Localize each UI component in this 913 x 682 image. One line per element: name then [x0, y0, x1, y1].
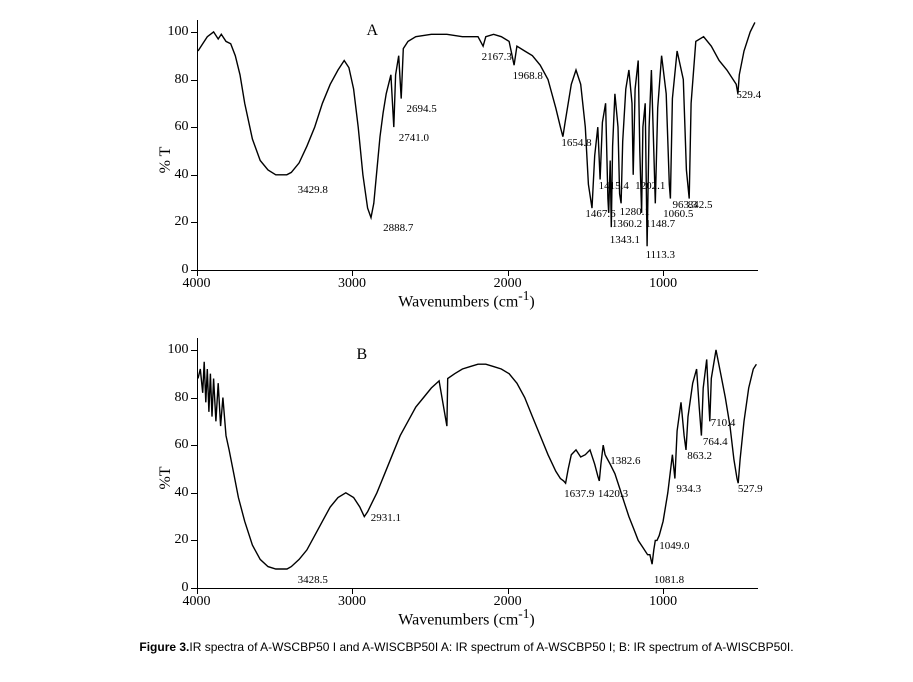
- chart-panel-b: B %T Wavenumbers (cm-1) 4000300020001000…: [117, 328, 817, 628]
- panel-label-b: B: [357, 346, 368, 364]
- x-tick-label: 1000: [649, 594, 677, 610]
- y-tick-label: 100: [149, 342, 189, 358]
- y-tick: [191, 270, 197, 271]
- y-tick: [191, 398, 197, 399]
- panel-label-a: A: [367, 22, 379, 40]
- y-tick-label: 0: [149, 580, 189, 596]
- x-tick-label: 3000: [338, 276, 366, 292]
- y-tick-label: 80: [149, 390, 189, 406]
- y-tick-label: 20: [149, 214, 189, 230]
- y-tick-label: 0: [149, 262, 189, 278]
- y-tick: [191, 175, 197, 176]
- y-tick-label: 60: [149, 437, 189, 453]
- plot-area-b: [197, 338, 758, 589]
- y-tick-label: 60: [149, 119, 189, 135]
- y-tick: [191, 127, 197, 128]
- x-tick-label: 2000: [494, 594, 522, 610]
- y-tick: [191, 32, 197, 33]
- x-tick-label: 4000: [183, 594, 211, 610]
- plot-area-a: [197, 20, 758, 271]
- y-tick: [191, 350, 197, 351]
- y-tick: [191, 445, 197, 446]
- y-tick-label: 40: [149, 167, 189, 183]
- y-tick-label: 20: [149, 532, 189, 548]
- y-tick-label: 80: [149, 72, 189, 88]
- y-tick: [191, 540, 197, 541]
- y-tick: [191, 493, 197, 494]
- caption-text: IR spectra of A-WSCBP50 I and A-WISCBP50…: [189, 640, 793, 654]
- y-tick-label: 40: [149, 485, 189, 501]
- spectrum-line-b: [198, 338, 758, 588]
- y-tick-label: 100: [149, 24, 189, 40]
- y-tick: [191, 80, 197, 81]
- x-tick-label: 4000: [183, 276, 211, 292]
- spectrum-line-a: [198, 20, 758, 270]
- figure-caption: Figure 3.IR spectra of A-WSCBP50 I and A…: [10, 640, 913, 654]
- x-tick-label: 3000: [338, 594, 366, 610]
- caption-bold: Figure 3.: [139, 640, 189, 654]
- x-tick-label: 2000: [494, 276, 522, 292]
- chart-panel-a: A % T Wavenumbers (cm-1) 400030002000100…: [117, 10, 817, 310]
- y-tick: [191, 588, 197, 589]
- x-tick-label: 1000: [649, 276, 677, 292]
- y-tick: [191, 222, 197, 223]
- figure-container: A % T Wavenumbers (cm-1) 400030002000100…: [10, 10, 913, 654]
